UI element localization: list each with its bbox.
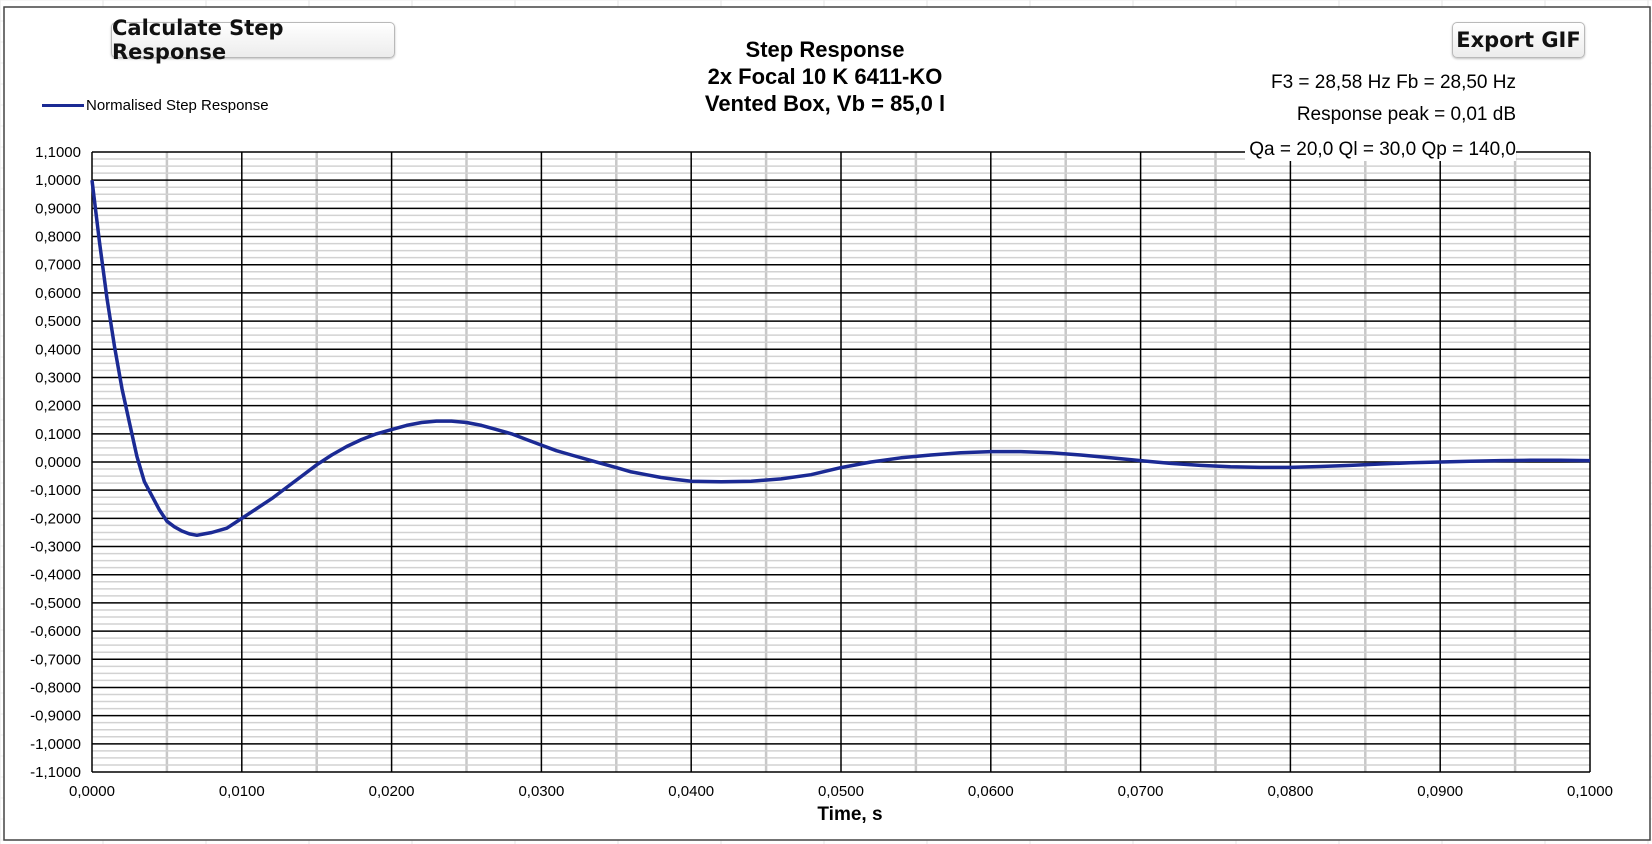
y-tick-label: 0,6000	[35, 285, 81, 302]
legend: Normalised Step Response	[42, 97, 269, 114]
y-tick-label: -0,1000	[30, 482, 81, 499]
chart-subtitle-line-1: 2x Focal 10 K 6411-KO	[707, 64, 943, 89]
x-axis-label: Time, s	[817, 804, 883, 825]
y-tick-label: 0,0000	[35, 454, 81, 471]
x-tick-label: 0,0800	[1267, 783, 1313, 800]
y-tick-label: -0,2000	[30, 510, 81, 527]
x-tick-label: 0,0700	[1118, 783, 1164, 800]
y-tick-label: -1,1000	[30, 764, 81, 781]
y-tick-label: 0,5000	[35, 313, 81, 330]
x-tick-label: 0,0200	[369, 783, 415, 800]
series-line-normalised-step-response	[90, 179, 1591, 538]
y-tick-label: 0,8000	[35, 229, 81, 246]
y-tick-label: 1,1000	[35, 144, 81, 161]
x-tick-label: 0,0900	[1417, 783, 1463, 800]
y-tick-label: -0,6000	[30, 623, 81, 640]
series-group	[90, 179, 1591, 538]
y-tick-label: 1,0000	[35, 172, 81, 189]
y-tick-label: -0,3000	[30, 539, 81, 556]
x-tick-label: 0,0100	[219, 783, 265, 800]
response-peak-readout: Response peak = 0,01 dB	[1296, 104, 1516, 126]
x-tick-label: 0,0300	[518, 783, 564, 800]
x-tick-label: 0,0500	[818, 783, 864, 800]
x-tick-label: 0,0400	[668, 783, 714, 800]
y-tick-label: 0,1000	[35, 426, 81, 443]
calculate-step-response-button[interactable]: Calculate Step Response	[111, 16, 395, 64]
y-tick-labels: 1,1000 1,0000 0,9000 0,8000 0,7000 0,6000 0,50…	[30, 144, 81, 781]
y-tick-label: -0,4000	[30, 567, 81, 584]
chart-subtitle-line-2: Vented Box, Vb = 85,0 l	[704, 91, 946, 116]
x-tick-label: 0,0000	[69, 783, 115, 800]
legend-swatch	[42, 104, 84, 107]
x-tick-label: 0,1000	[1567, 783, 1613, 800]
y-tick-label: -0,5000	[30, 595, 81, 612]
f3-fb-readout: F3 = 28,58 Hz Fb = 28,50 Hz	[1270, 72, 1516, 94]
y-tick-label: 0,2000	[35, 398, 81, 415]
q-values-readout: Qa = 20,0 Ql = 30,0 Qp = 140,0	[1245, 139, 1516, 161]
y-tick-label: -0,9000	[30, 708, 81, 725]
y-tick-label: -1,0000	[30, 736, 81, 753]
x-tick-label: 0,0600	[968, 783, 1014, 800]
x-tick-labels: 0,0000 0,0100 0,0200 0,0300 0,0400 0,0500 0,06…	[69, 783, 1613, 800]
y-tick-label: 0,4000	[35, 341, 81, 358]
y-tick-label: 0,3000	[35, 369, 81, 386]
y-tick-label: 0,9000	[35, 200, 81, 217]
legend-label: Normalised Step Response	[86, 97, 269, 114]
y-tick-label: -0,7000	[30, 651, 81, 668]
y-tick-label: -0,8000	[30, 679, 81, 696]
y-tick-label: 0,7000	[35, 257, 81, 274]
chart-title: Step Response	[745, 37, 905, 62]
export-gif-button[interactable]: Export GIF	[1452, 22, 1585, 58]
major-gridlines	[91, 151, 1591, 773]
